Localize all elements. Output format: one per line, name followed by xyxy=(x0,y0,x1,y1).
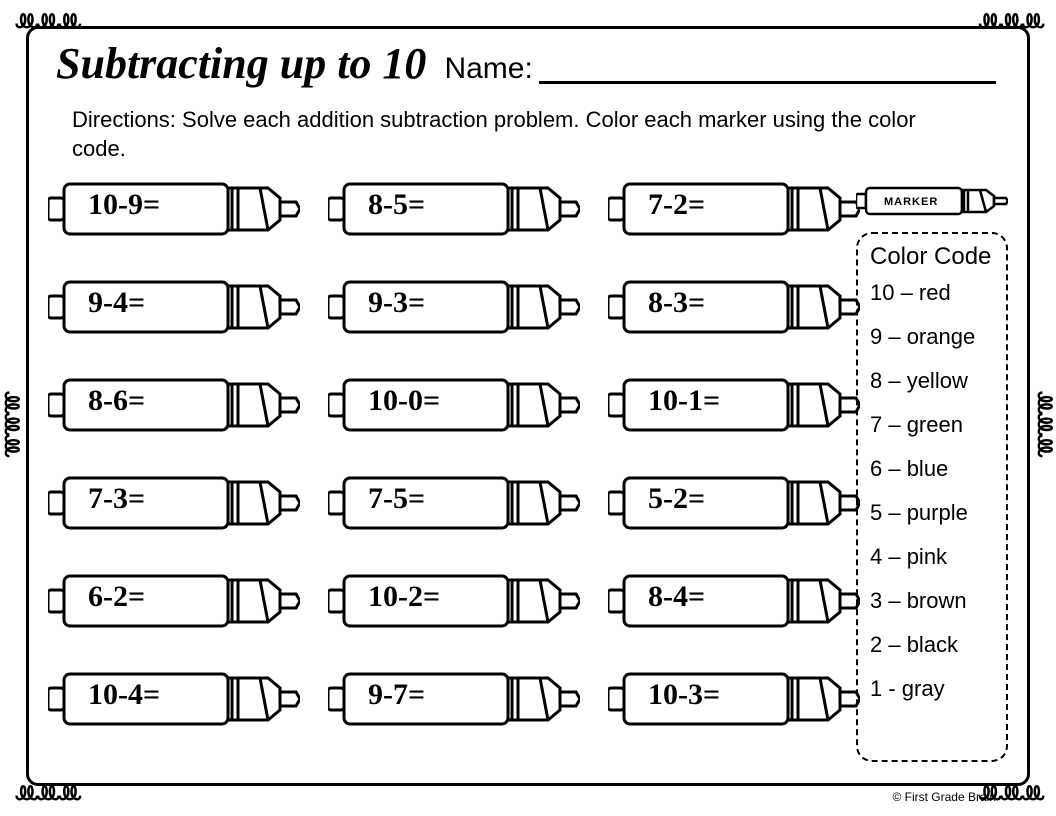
legend-marker-icon: MARKER xyxy=(856,178,1008,222)
problem-text: 8-4= xyxy=(648,580,705,614)
problem-text: 10-1= xyxy=(648,384,720,418)
marker-icon[interactable]: 8-4= xyxy=(608,572,860,630)
problem-text: 10-0= xyxy=(368,384,440,418)
side-squiggle-left: ꔛꔛꔛ xyxy=(0,390,27,455)
corner-squiggle-tr: ꔛꔛꔛ xyxy=(977,6,1042,38)
problem-text: 8-6= xyxy=(88,384,145,418)
marker-cell: 10-1= xyxy=(608,376,868,442)
problem-text: 7-3= xyxy=(88,482,145,516)
marker-cell: 10-9= xyxy=(48,180,308,246)
marker-icon[interactable]: 9-4= xyxy=(48,278,300,336)
marker-cell: 7-2= xyxy=(608,180,868,246)
marker-icon[interactable]: 7-3= xyxy=(48,474,300,532)
problem-text: 10-9= xyxy=(88,188,160,222)
name-input-line[interactable] xyxy=(539,48,996,84)
corner-squiggle-tl: ꔛꔛꔛ xyxy=(14,6,79,38)
marker-icon[interactable]: 5-2= xyxy=(608,474,860,532)
problem-grid: 10-9= 8-5= 7-2= 9 xyxy=(48,180,868,736)
problem-text: 5-2= xyxy=(648,482,705,516)
marker-cell: 10-2= xyxy=(328,572,588,638)
legend-item: 10 – red xyxy=(870,280,994,306)
marker-cell: 8-5= xyxy=(328,180,588,246)
marker-icon[interactable]: 10-1= xyxy=(608,376,860,434)
marker-cell: 10-0= xyxy=(328,376,588,442)
problem-text: 6-2= xyxy=(88,580,145,614)
marker-cell: 10-4= xyxy=(48,670,308,736)
legend-item: 9 – orange xyxy=(870,324,994,350)
legend-item: 6 – blue xyxy=(870,456,994,482)
marker-cell: 9-4= xyxy=(48,278,308,344)
header: Subtracting up to 10 Name: xyxy=(56,38,1016,98)
problem-text: 8-3= xyxy=(648,286,705,320)
marker-icon[interactable]: 7-5= xyxy=(328,474,580,532)
problem-text: 7-5= xyxy=(368,482,425,516)
problem-text: 9-3= xyxy=(368,286,425,320)
directions-text: Directions: Solve each addition subtract… xyxy=(72,106,922,163)
marker-icon[interactable]: 10-3= xyxy=(608,670,860,728)
marker-icon[interactable]: 8-6= xyxy=(48,376,300,434)
name-label: Name: xyxy=(444,52,532,86)
marker-icon[interactable]: 9-7= xyxy=(328,670,580,728)
marker-cell: 9-7= xyxy=(328,670,588,736)
marker-cell: 8-4= xyxy=(608,572,868,638)
problem-text: 8-5= xyxy=(368,188,425,222)
marker-icon[interactable]: 8-5= xyxy=(328,180,580,238)
marker-icon[interactable]: 6-2= xyxy=(48,572,300,630)
marker-icon[interactable]: 8-3= xyxy=(608,278,860,336)
side-squiggle-right: ꔛꔛꔛ xyxy=(1029,390,1056,455)
legend-item: 2 – black xyxy=(870,632,994,658)
problem-text: 10-2= xyxy=(368,580,440,614)
worksheet-title: Subtracting up to 10 xyxy=(56,38,426,89)
legend-area: MARKER Color Code 10 – red 9 – orange 8 – … xyxy=(856,178,1008,762)
problem-text: 10-3= xyxy=(648,678,720,712)
marker-cell: 7-3= xyxy=(48,474,308,540)
footer-credit: © First Grade Brain xyxy=(892,790,996,804)
legend-item: 3 – brown xyxy=(870,588,994,614)
marker-icon[interactable]: 10-2= xyxy=(328,572,580,630)
problem-text: 9-4= xyxy=(88,286,145,320)
legend-title: Color Code xyxy=(870,244,994,270)
legend-marker-label: MARKER xyxy=(884,196,938,208)
legend-item: 5 – purple xyxy=(870,500,994,526)
marker-icon[interactable]: 7-2= xyxy=(608,180,860,238)
problem-text: 9-7= xyxy=(368,678,425,712)
marker-cell: 7-5= xyxy=(328,474,588,540)
problem-text: 7-2= xyxy=(648,188,705,222)
legend-item: 8 – yellow xyxy=(870,368,994,394)
legend-item: 1 - gray xyxy=(870,676,994,702)
legend-item: 4 – pink xyxy=(870,544,994,570)
marker-icon[interactable]: 10-4= xyxy=(48,670,300,728)
marker-cell: 6-2= xyxy=(48,572,308,638)
problem-text: 10-4= xyxy=(88,678,160,712)
marker-cell: 10-3= xyxy=(608,670,868,736)
marker-icon[interactable]: 9-3= xyxy=(328,278,580,336)
color-code-box: Color Code 10 – red 9 – orange 8 – yellow 7… xyxy=(856,232,1008,762)
marker-cell: 8-3= xyxy=(608,278,868,344)
legend-item: 7 – green xyxy=(870,412,994,438)
marker-cell: 9-3= xyxy=(328,278,588,344)
marker-cell: 8-6= xyxy=(48,376,308,442)
marker-cell: 5-2= xyxy=(608,474,868,540)
marker-icon[interactable]: 10-0= xyxy=(328,376,580,434)
marker-icon[interactable]: 10-9= xyxy=(48,180,300,238)
corner-squiggle-bl: ꔛꔛꔛ xyxy=(14,778,79,810)
